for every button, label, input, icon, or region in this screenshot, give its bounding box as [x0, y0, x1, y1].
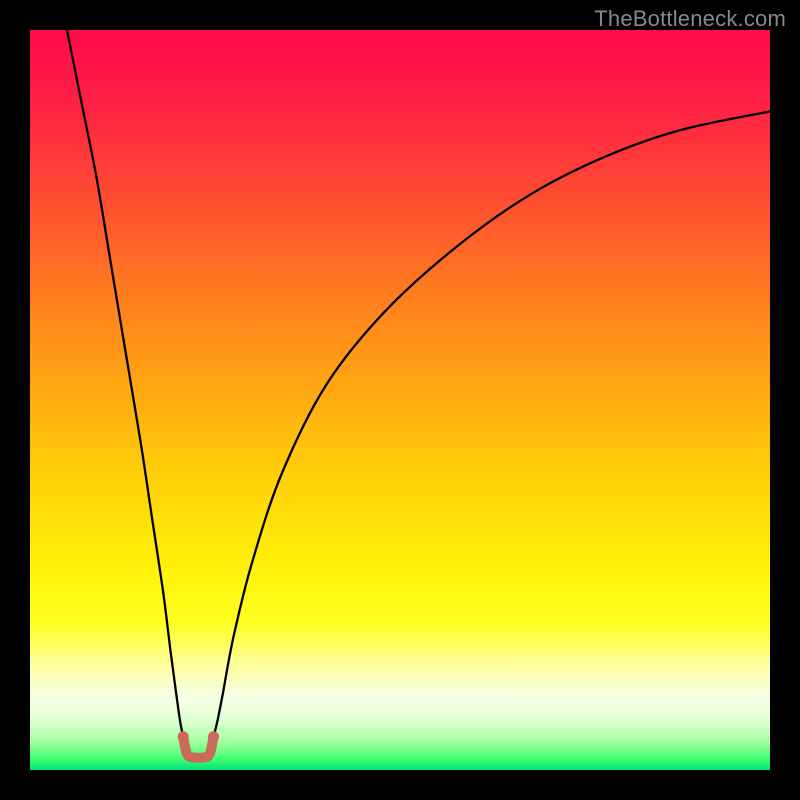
watermark-text: TheBottleneck.com — [594, 6, 786, 32]
chart-frame: TheBottleneck.com — [0, 0, 800, 800]
plot-area — [30, 30, 770, 770]
bottleneck-chart — [30, 30, 770, 770]
